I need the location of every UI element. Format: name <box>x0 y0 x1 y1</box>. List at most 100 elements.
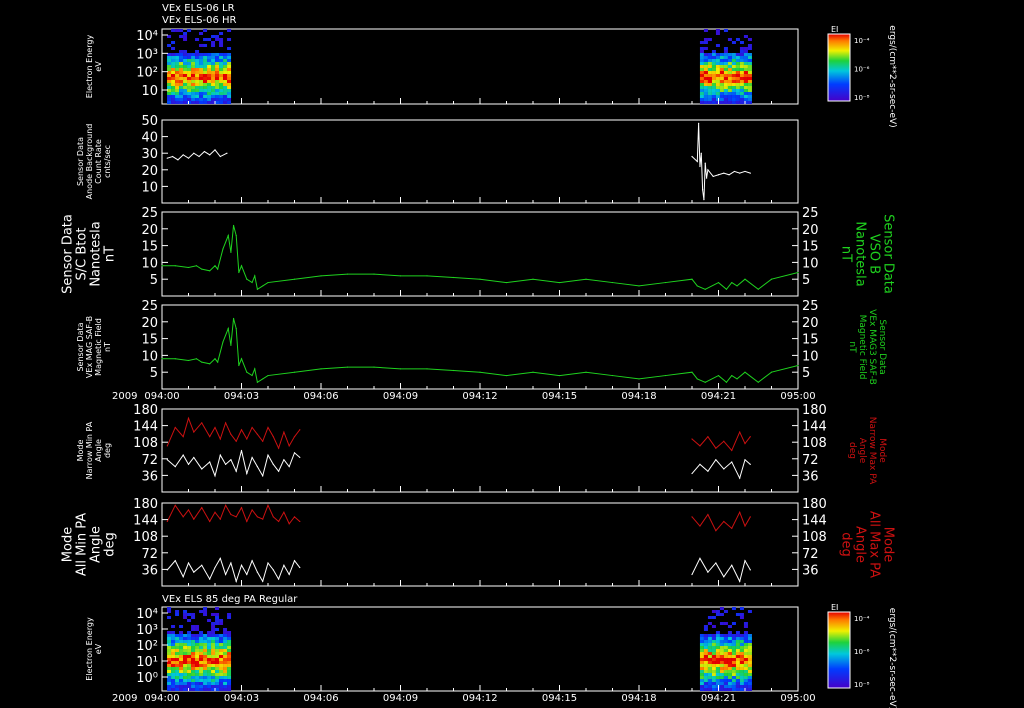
y-axis-label-mag-saf-line: VEx MAG SAF-B <box>85 316 94 378</box>
spectrogram-cell <box>743 77 748 80</box>
spectrogram-cell <box>699 634 704 637</box>
spectrogram-cell <box>219 676 224 679</box>
spectrogram-cell <box>719 68 724 71</box>
spectrogram-cell <box>227 652 232 655</box>
y-tick-label: 10 <box>141 256 158 271</box>
time-tick-label: 095:00 <box>780 693 815 704</box>
spectrogram-cell <box>723 640 728 643</box>
data-point <box>201 422 203 424</box>
data-point <box>320 275 322 277</box>
spectrogram-cell <box>739 613 744 616</box>
data-point <box>731 461 733 463</box>
data-point <box>198 155 200 158</box>
data-point <box>699 557 701 559</box>
spectrogram-cell <box>195 649 200 652</box>
spectrogram-cell <box>219 56 224 59</box>
data-point <box>749 569 751 571</box>
spectrogram-cell <box>203 74 208 77</box>
spectrogram-cell <box>707 673 712 676</box>
spectrogram-cell <box>223 98 228 101</box>
data-point <box>246 371 248 373</box>
data-point <box>209 154 211 156</box>
spectrogram-cell <box>703 688 708 691</box>
spectrogram-cell <box>175 77 180 80</box>
y-tick-label: 72 <box>802 453 819 468</box>
spectrogram-cell <box>719 89 724 92</box>
spectrogram-cell <box>731 688 736 691</box>
spectrogram-cell <box>743 631 748 634</box>
spectrogram-cell <box>195 652 200 655</box>
spectrogram-cell <box>743 59 748 62</box>
spectrogram-cell <box>723 50 728 53</box>
spectrogram-cell <box>195 53 200 56</box>
y-tick-label: 36 <box>141 563 158 578</box>
data-point <box>699 463 701 465</box>
spectrogram-cell <box>727 77 732 80</box>
spectrogram-cell <box>195 670 200 673</box>
spectrogram-cell <box>739 83 744 86</box>
spectrogram-cell <box>735 77 740 80</box>
time-tick-label: 094:18 <box>621 693 656 704</box>
spectrogram-cell <box>719 667 724 670</box>
spectrogram-cell <box>715 62 720 65</box>
spectrogram-cell <box>719 59 724 62</box>
data-point <box>299 429 301 431</box>
spectrogram-cell <box>215 646 220 649</box>
spectrogram-cell <box>731 667 736 670</box>
data-point <box>707 513 709 516</box>
spectrogram-cell <box>215 643 220 646</box>
data-point <box>238 364 240 367</box>
data-point <box>195 265 198 267</box>
data-point <box>715 459 717 461</box>
spectrogram-cell <box>223 89 228 92</box>
spectrogram-cell <box>223 62 228 65</box>
spectrogram-cell <box>719 607 724 610</box>
spectrogram-cell <box>739 92 744 95</box>
spectrogram-cell <box>747 640 752 643</box>
spectrogram-cell <box>747 92 752 95</box>
spectrogram-cell <box>211 41 216 44</box>
spectrogram-cell <box>747 83 752 86</box>
data-point <box>161 358 163 360</box>
spectrogram-cell <box>191 688 196 691</box>
data-point <box>230 433 232 435</box>
spectrogram-cell <box>179 682 184 685</box>
spectrogram-cell <box>187 98 192 101</box>
spectrogram-cell <box>727 62 732 65</box>
spectrogram-cell <box>719 71 724 74</box>
data-point <box>704 162 706 164</box>
spectrogram-cell <box>731 80 736 83</box>
spectrogram-cell <box>219 634 224 637</box>
spectrogram-cell <box>215 655 220 658</box>
spectrogram-cell <box>739 50 744 53</box>
data-point <box>256 571 258 573</box>
y-tick-label: 15 <box>802 240 819 255</box>
spectrogram-cell <box>191 655 196 658</box>
spectrogram-cell <box>199 62 204 65</box>
spectrogram-cell <box>227 637 232 640</box>
spectrogram-cell <box>723 682 728 685</box>
spectrogram-cell <box>699 65 704 68</box>
data-point <box>320 368 322 370</box>
spectrogram-cell <box>735 53 740 56</box>
data-point <box>739 477 741 479</box>
spectrogram-cell <box>179 29 184 32</box>
spectrogram-cell <box>747 643 752 646</box>
spectrogram-cell <box>175 613 180 616</box>
spectrogram-cell <box>743 625 748 628</box>
spectrogram-cell <box>171 643 176 646</box>
spectrogram-cell <box>703 59 708 62</box>
spectrogram-cell <box>739 80 744 83</box>
data-point <box>201 361 203 363</box>
time-tick-label: 094:06 <box>303 693 338 704</box>
spectrogram-cell <box>215 83 220 86</box>
spectrogram-cell <box>219 667 224 670</box>
spectrogram-cell <box>211 35 216 38</box>
spectrogram-cell <box>743 634 748 637</box>
spectrogram-cell <box>183 59 188 62</box>
data-point <box>797 364 799 367</box>
data-point <box>214 566 216 569</box>
data-point <box>193 431 195 433</box>
spectrogram-cell <box>211 637 216 640</box>
spectrogram-cell <box>731 682 736 685</box>
